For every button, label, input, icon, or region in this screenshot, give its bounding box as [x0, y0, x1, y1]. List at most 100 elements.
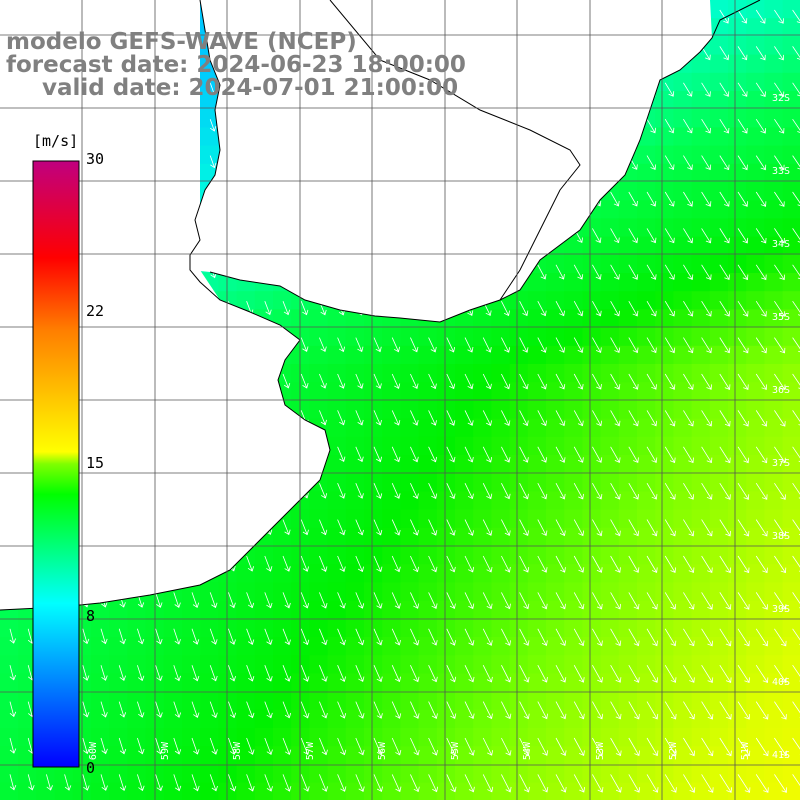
wind-speed-cell — [764, 54, 784, 74]
wind-speed-cell — [527, 582, 547, 602]
wind-speed-cell — [655, 364, 674, 383]
wind-speed-cell — [200, 691, 219, 711]
wind-vector-arrow — [410, 701, 420, 719]
wind-speed-cell — [564, 564, 583, 583]
wind-speed-cell — [746, 746, 765, 765]
wind-speed-cell — [109, 782, 128, 800]
wind-speed-cell — [236, 728, 256, 747]
wind-speed-cell — [691, 364, 711, 383]
wind-vector-arrow — [719, 592, 732, 610]
wind-speed-cell — [509, 782, 529, 800]
colorbar-tick: 30 — [86, 150, 105, 168]
wind-vector-arrow — [774, 264, 785, 281]
wind-speed-cell — [728, 400, 747, 420]
wind-vector-arrow — [774, 337, 786, 354]
wind-vector-arrow — [792, 664, 800, 682]
wind-speed-cell — [637, 218, 656, 238]
wind-speed-cell — [618, 436, 638, 456]
wind-vector-arrow — [792, 155, 800, 170]
wind-speed-cell — [782, 491, 800, 511]
wind-vector-arrow — [173, 628, 181, 645]
wind-speed-cell — [764, 527, 784, 547]
wind-speed-cell — [509, 655, 529, 674]
wind-vector-arrow — [664, 664, 677, 683]
wind-vector-arrow — [664, 410, 676, 427]
wind-speed-cell — [709, 145, 729, 165]
wind-speed-cell — [728, 764, 747, 784]
wind-speed-cell — [746, 618, 765, 638]
wind-speed-cell — [364, 491, 383, 511]
wind-vector-arrow — [774, 737, 787, 757]
wind-speed-cell — [728, 746, 747, 765]
wind-speed-cell — [491, 691, 511, 711]
wind-vector-arrow — [337, 446, 346, 463]
wind-speed-cell — [600, 254, 620, 274]
wind-vector-arrow — [737, 482, 750, 500]
wind-vector-arrow — [701, 264, 712, 281]
wind-speed-cell — [473, 473, 492, 492]
wind-vector-arrow — [664, 446, 676, 464]
wind-speed-cell — [473, 709, 492, 729]
wind-vector-arrow — [137, 737, 145, 755]
wind-speed-cell — [273, 728, 292, 747]
wind-speed-cell — [509, 764, 529, 784]
wind-vector-arrow — [610, 701, 622, 720]
wind-speed-cell — [746, 691, 765, 711]
lat-label: 40S — [772, 677, 791, 688]
wind-vector-arrow — [610, 737, 622, 757]
wind-speed-cell — [364, 764, 383, 784]
wind-speed-cell — [546, 364, 565, 383]
wind-vector-arrow — [719, 9, 729, 24]
wind-vector-arrow — [519, 555, 530, 573]
wind-vector-arrow — [774, 9, 784, 24]
wind-speed-cell — [691, 254, 711, 274]
wind-vector-arrow — [246, 701, 255, 719]
wind-speed-cell — [400, 618, 420, 638]
wind-vector-arrow — [446, 337, 456, 353]
wind-speed-cell — [254, 655, 274, 674]
wind-speed-cell — [618, 618, 638, 638]
wind-vector-arrow — [719, 46, 730, 61]
wind-speed-cell — [327, 564, 347, 583]
wind-speed-cell — [728, 18, 747, 37]
wind-speed-cell — [673, 455, 693, 474]
wind-vector-arrow — [555, 665, 567, 683]
wind-vector-arrow — [737, 410, 749, 427]
wind-vector-arrow — [428, 592, 438, 609]
wind-speed-cell — [691, 236, 711, 256]
wind-vector-arrow — [209, 665, 218, 682]
wind-speed-cell — [582, 564, 602, 583]
wind-speed-cell — [509, 673, 529, 693]
wind-speed-cell — [364, 455, 383, 474]
wind-speed-cell — [364, 782, 383, 800]
wind-vector-arrow — [610, 373, 621, 390]
wind-speed-cell — [473, 327, 492, 347]
wind-vector-arrow — [555, 373, 566, 390]
wind-vector-arrow — [592, 701, 604, 720]
wind-vector-arrow — [592, 446, 603, 463]
wind-speed-cell — [582, 236, 602, 256]
wind-vector-arrow — [464, 483, 474, 500]
wind-vector-arrow — [428, 519, 438, 536]
wind-speed-cell — [655, 145, 674, 165]
wind-speed-cell — [291, 582, 310, 602]
wind-speed-cell — [291, 673, 310, 693]
wind-speed-cell — [655, 345, 674, 365]
wind-speed-cell — [546, 673, 565, 693]
wind-speed-cell — [200, 728, 219, 747]
wind-vector-arrow — [300, 737, 310, 756]
wind-vector-arrow — [755, 774, 769, 793]
wind-speed-cell — [764, 36, 784, 56]
wind-speed-cell — [455, 491, 474, 511]
wind-vector-arrow — [573, 628, 585, 647]
wind-vector-arrow — [355, 628, 365, 646]
wind-vector-arrow — [755, 155, 767, 171]
wind-speed-cell — [655, 91, 674, 110]
wind-speed-cell — [746, 127, 765, 147]
wind-speed-cell — [527, 655, 547, 674]
wind-speed-cell — [364, 564, 383, 583]
wind-speed-cell — [400, 527, 420, 547]
wind-speed-cell — [655, 746, 674, 765]
wind-vector-arrow — [391, 446, 401, 463]
